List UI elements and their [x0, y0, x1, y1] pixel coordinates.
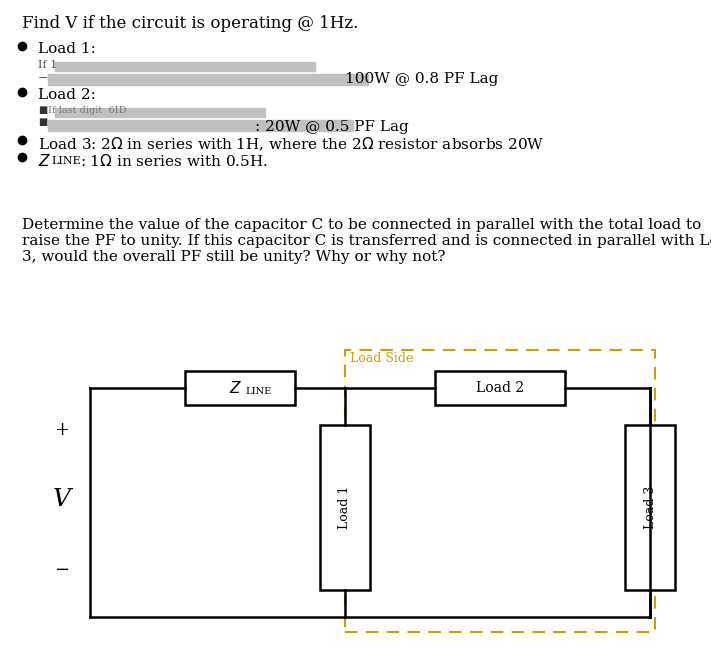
- Text: −: −: [55, 561, 70, 579]
- Text: : 20W @ 0.5 PF Lag: : 20W @ 0.5 PF Lag: [255, 120, 409, 134]
- Bar: [55, 108, 265, 117]
- Bar: [625, 425, 675, 590]
- Text: If 1: If 1: [38, 60, 58, 70]
- Text: Load 1: Load 1: [338, 486, 351, 529]
- Text: Load 3: Load 3: [643, 486, 656, 529]
- Text: Load Side: Load Side: [350, 352, 413, 365]
- Text: Determine the value of the capacitor C to be connected in parallel with the tota: Determine the value of the capacitor C t…: [22, 218, 701, 232]
- Text: ■: ■: [38, 118, 47, 127]
- Bar: [48, 74, 368, 85]
- Text: : 1$\Omega$ in series with 0.5H.: : 1$\Omega$ in series with 0.5H.: [80, 153, 268, 169]
- Text: raise the PF to unity. If this capacitor C is transferred and is connected in pa: raise the PF to unity. If this capacitor…: [22, 234, 711, 248]
- Text: $Z$: $Z$: [230, 380, 242, 396]
- Text: LINE: LINE: [51, 156, 81, 166]
- Text: $Z$: $Z$: [38, 153, 51, 169]
- Bar: [185, 371, 295, 405]
- Text: Load 2: Load 2: [476, 381, 524, 395]
- Text: V: V: [53, 489, 71, 512]
- Text: Load 2:: Load 2:: [38, 88, 96, 102]
- Bar: [320, 425, 370, 590]
- Text: −: −: [38, 72, 48, 85]
- Text: If last digit  6ID: If last digit 6ID: [48, 106, 127, 115]
- Text: Load 1:: Load 1:: [38, 42, 96, 56]
- Text: +: +: [55, 421, 70, 439]
- Text: Load 3: 2$\Omega$ in series with 1H, where the 2$\Omega$ resistor absorbs 20W: Load 3: 2$\Omega$ in series with 1H, whe…: [38, 136, 545, 153]
- Text: 3, would the overall PF still be unity? Why or why not?: 3, would the overall PF still be unity? …: [22, 250, 446, 264]
- Bar: [48, 120, 353, 131]
- Text: 100W @ 0.8 PF Lag: 100W @ 0.8 PF Lag: [345, 72, 498, 86]
- Text: LINE: LINE: [245, 386, 272, 396]
- Bar: [55, 62, 315, 71]
- Bar: [435, 371, 565, 405]
- Text: ■: ■: [38, 106, 47, 115]
- Text: Find V if the circuit is operating @ 1Hz.: Find V if the circuit is operating @ 1Hz…: [22, 15, 358, 32]
